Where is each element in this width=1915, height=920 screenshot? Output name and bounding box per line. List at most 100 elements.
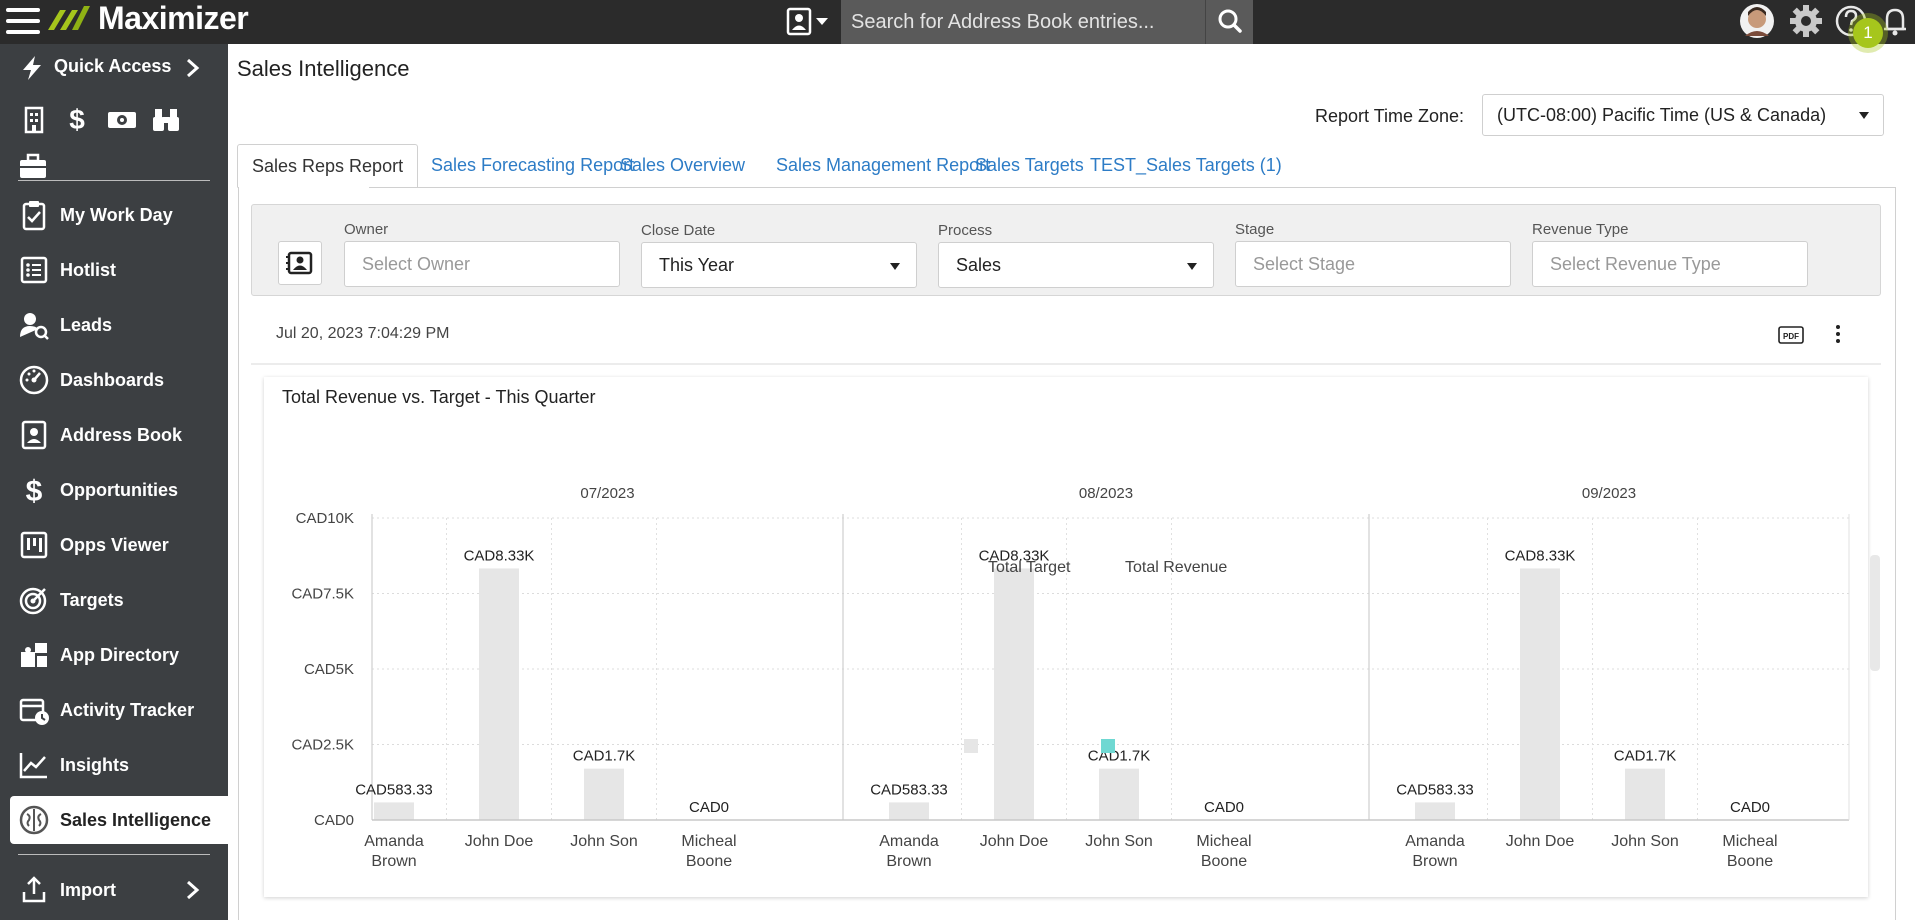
timestamp-divider xyxy=(251,363,1881,365)
pdf-icon: PDF xyxy=(1778,326,1804,344)
sidebar-item-targets[interactable]: Targets xyxy=(10,576,228,624)
chevron-right-icon xyxy=(187,58,200,78)
main-content: Sales Intelligence Report Time Zone: (UT… xyxy=(228,44,1915,920)
x-tick-label: John Doe xyxy=(980,833,1049,850)
tab-sales-forecasting-report[interactable]: Sales Forecasting Report xyxy=(431,155,635,175)
panel-border xyxy=(238,187,239,920)
top-bar: Maximizer xyxy=(0,0,1915,48)
sidebar-item-label: Activity Tracker xyxy=(60,700,195,720)
clipboard-check-icon xyxy=(22,201,46,231)
more-vertical-icon xyxy=(1836,325,1840,343)
y-tick-label: CAD2.5K xyxy=(291,737,354,754)
sidebar-item-hotlist[interactable]: Hotlist xyxy=(10,246,228,294)
pdf-export-button[interactable]: PDF xyxy=(1777,324,1805,346)
address-book-dropdown-button[interactable] xyxy=(784,6,840,36)
hamburger-icon[interactable] xyxy=(6,6,40,36)
legend-total-revenue-label: Total Revenue xyxy=(1125,559,1227,576)
time-zone-select[interactable]: (UTC-08:00) Pacific Time (US & Canada) xyxy=(1482,94,1884,136)
bar-total-target xyxy=(374,802,414,820)
list-icon xyxy=(20,256,48,284)
avatar[interactable] xyxy=(1737,2,1777,40)
tab-sales-targets[interactable]: Sales Targets xyxy=(975,155,1084,175)
time-zone-value: (UTC-08:00) Pacific Time (US & Canada) xyxy=(1497,105,1827,125)
svg-text:$: $ xyxy=(69,104,85,135)
target-icon xyxy=(19,587,47,615)
tab-test-sales-targets[interactable]: TEST_Sales Targets (1) xyxy=(1090,155,1282,175)
building-icon[interactable] xyxy=(18,104,50,136)
bar-data-label: CAD1.7K xyxy=(573,748,636,765)
tab-sales-management-report[interactable]: Sales Management Report xyxy=(776,155,991,175)
sidebar-item-insights[interactable]: Insights xyxy=(10,741,228,789)
briefcase-icon[interactable] xyxy=(18,152,48,185)
y-tick-label: CAD0 xyxy=(314,812,354,829)
close-date-select[interactable]: This Year xyxy=(641,242,917,288)
owner-label: Owner xyxy=(344,221,389,238)
x-tick-label: Brown xyxy=(886,853,931,870)
sidebar-item-leads[interactable]: Leads xyxy=(10,301,228,349)
sidebar-item-import[interactable]: Import xyxy=(10,866,228,914)
contact-picker-button[interactable] xyxy=(278,241,322,285)
sidebar-item-app-directory[interactable]: App Directory xyxy=(10,631,228,679)
sidebar-item-my-work-day[interactable]: My Work Day xyxy=(10,191,228,239)
x-tick-label: Micheal xyxy=(1196,833,1251,850)
owner-input[interactable]: Select Owner xyxy=(344,241,620,287)
close-date-label: Close Date xyxy=(641,222,716,239)
sidebar-item-label: App Directory xyxy=(60,645,180,665)
gear-icon[interactable] xyxy=(1786,2,1826,40)
more-options-button[interactable] xyxy=(1831,322,1845,346)
x-tick-label: Brown xyxy=(371,853,416,870)
bell-icon[interactable] xyxy=(1875,2,1915,40)
x-tick-label: Boone xyxy=(1201,853,1247,870)
sidebar-item-label: Opps Viewer xyxy=(60,535,169,555)
kanban-icon xyxy=(20,531,48,559)
x-tick-label: Brown xyxy=(1412,853,1457,870)
chevron-down-icon xyxy=(1859,112,1869,119)
bar-data-label: CAD583.33 xyxy=(1396,781,1474,798)
sidebar-item-label: Insights xyxy=(60,755,130,775)
notification-badge[interactable]: 1 xyxy=(1853,18,1883,48)
y-tick-label: CAD7.5K xyxy=(291,586,354,603)
sidebar-item-opps-viewer[interactable]: Opps Viewer xyxy=(10,521,228,569)
search-input[interactable] xyxy=(841,0,1205,44)
search-button[interactable] xyxy=(1205,0,1253,44)
sidebar-item-dashboards[interactable]: Dashboards xyxy=(10,356,228,404)
bar-total-target xyxy=(1099,768,1139,820)
scrollbar-thumb[interactable] xyxy=(1870,555,1880,671)
bar-data-label: CAD583.33 xyxy=(355,781,433,798)
process-select[interactable]: Sales xyxy=(938,242,1214,288)
quick-access-button[interactable]: Quick Access xyxy=(0,44,228,90)
chevron-down-icon xyxy=(1187,263,1197,270)
cash-icon[interactable] xyxy=(106,104,138,136)
revenue-type-label: Revenue Type xyxy=(1532,221,1629,238)
upload-icon xyxy=(22,876,46,903)
puzzle-icon xyxy=(21,643,47,667)
sidebar-item-address-book[interactable]: Address Book xyxy=(10,411,228,459)
sidebar-item-activity-tracker[interactable]: Activity Tracker xyxy=(10,686,228,734)
revenue-type-input[interactable]: Select Revenue Type xyxy=(1532,241,1808,287)
close-date-filter: Close Date This Year xyxy=(641,222,917,288)
search-icon xyxy=(1218,9,1242,33)
bar-data-label: CAD583.33 xyxy=(870,781,948,798)
legend-total-target-swatch xyxy=(964,739,978,753)
tab-sales-reps-report[interactable]: Sales Reps Report xyxy=(237,144,419,188)
sidebar-item-sales-intelligence[interactable]: Sales Intelligence xyxy=(10,796,228,844)
tab-sales-overview[interactable]: Sales Overview xyxy=(620,155,746,175)
panel-header: 09/2023 xyxy=(1582,485,1636,502)
bar-total-target xyxy=(994,568,1034,820)
sidebar-item-label: Dashboards xyxy=(60,370,165,390)
sidebar-item-label: Opportunities xyxy=(60,480,178,500)
chevron-down-icon xyxy=(890,263,900,270)
sidebar-item-opportunities[interactable]: $ Opportunities xyxy=(10,466,228,514)
panel-header: 08/2023 xyxy=(1079,485,1133,502)
sidebar-divider xyxy=(18,180,210,181)
contact-card-icon xyxy=(286,251,313,275)
y-tick-label: CAD10K xyxy=(296,510,354,527)
sidebar-item-label: Leads xyxy=(60,315,113,335)
stage-input[interactable]: Select Stage xyxy=(1235,241,1511,287)
dollar-icon[interactable]: $ xyxy=(61,104,93,136)
x-tick-label: Boone xyxy=(1727,853,1773,870)
logo[interactable]: Maximizer xyxy=(46,0,249,36)
sidebar-item-label: Import xyxy=(60,880,116,900)
line-chart-icon xyxy=(19,753,47,779)
binoculars-icon[interactable] xyxy=(150,104,182,136)
